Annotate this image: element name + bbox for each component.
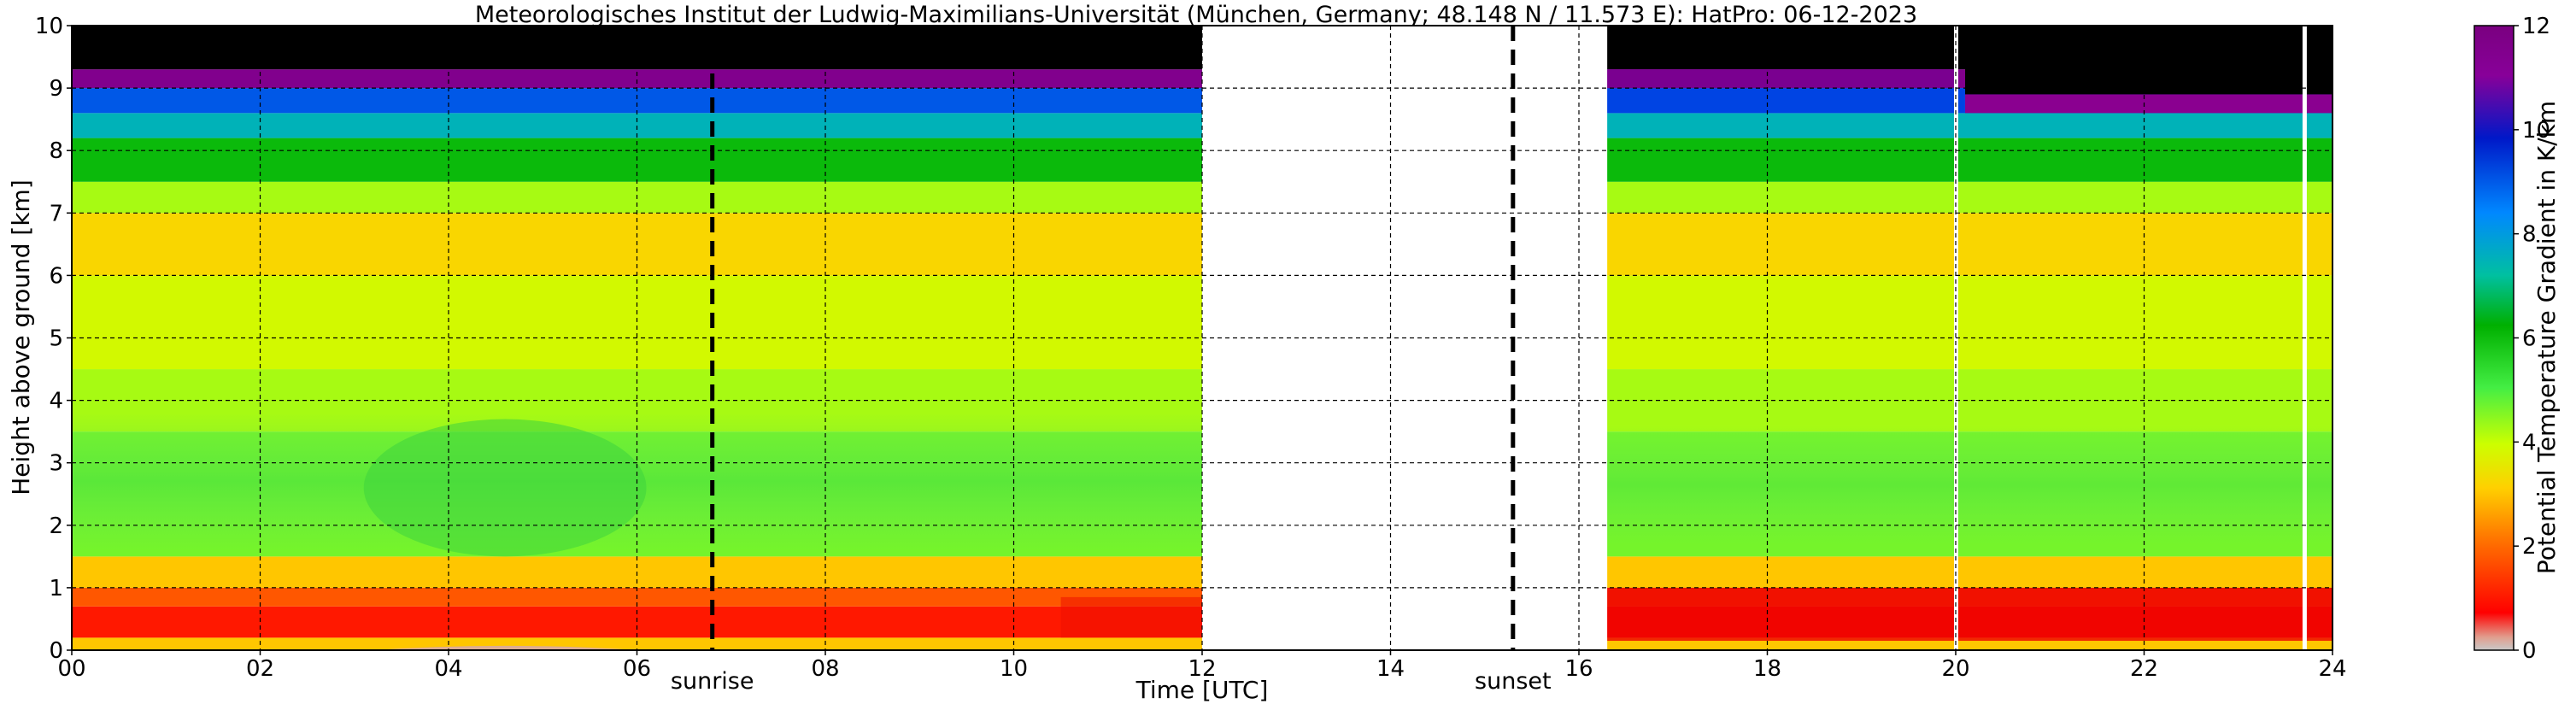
x-tick-label: 12 [1188, 656, 1216, 682]
colorbar-tick-label: 6 [2522, 326, 2537, 352]
chart-title: Meteorologisches Institut der Ludwig-Max… [475, 2, 1917, 28]
grid-lines [72, 26, 2332, 650]
upper-layer-texture [1965, 94, 2332, 114]
heatmap-band [1607, 369, 2332, 432]
colorbar-tick-label: 10 [2522, 118, 2550, 144]
surface-inversion-texture [1607, 587, 2332, 642]
heatmap-band [72, 26, 1202, 70]
y-tick-label: 5 [49, 326, 63, 352]
x-tick-label: 20 [1941, 656, 1969, 682]
x-tick-label: 16 [1564, 656, 1593, 682]
y-tick-label: 3 [49, 451, 63, 477]
y-tick-label: 10 [35, 14, 63, 39]
green-layer-texture [1607, 425, 2332, 544]
marker-label-sunset: sunset [1475, 668, 1552, 695]
heatmap-band [1607, 138, 2332, 182]
y-tick-label: 4 [49, 389, 63, 414]
plot-area: sunrise sunset [71, 25, 2333, 695]
green-patch-texture [363, 419, 647, 557]
y-tick-label: 7 [49, 201, 63, 226]
x-tick-label: 24 [2318, 656, 2346, 682]
colorbar-label: Potential Temperature Gradient in K/km [2532, 101, 2561, 574]
x-tick-label: 22 [2130, 656, 2158, 682]
surface-inversion-texture [1060, 596, 1202, 638]
y-tick-label: 0 [49, 638, 63, 664]
x-tick-label: 00 [57, 656, 85, 682]
colorbar-tick-label: 4 [2522, 430, 2537, 455]
heatmap-band [1607, 181, 2332, 214]
marker-label-sunrise: sunrise [671, 668, 754, 695]
colorbar-ticks: 0 2 4 6 8 10 12 [2514, 14, 2550, 664]
colorbar-tick-label: 0 [2522, 638, 2537, 664]
x-axis-ticks: 00 02 04 06 08 10 12 14 16 18 20 22 24 [57, 650, 2347, 682]
heatmap-band [72, 69, 1202, 89]
x-tick-label: 10 [1000, 656, 1028, 682]
y-axis-label: Height above ground [km] [7, 179, 35, 496]
y-tick-label: 8 [49, 138, 63, 164]
y-axis-ticks: 0 1 2 3 4 5 6 7 8 9 10 [35, 14, 72, 664]
y-tick-label: 9 [49, 76, 63, 102]
y-tick-label: 1 [49, 576, 63, 601]
heatmap-band [1607, 275, 2332, 370]
heatmap-band [1607, 213, 2332, 276]
colorbar: 0 2 4 6 8 10 12 Potential Temperature Gradient… [2473, 14, 2561, 664]
x-tick-label: 04 [434, 656, 462, 682]
x-tick-label: 06 [623, 656, 651, 682]
colorbar-tick-label: 12 [2522, 14, 2550, 39]
colorbar-tick-label: 2 [2522, 534, 2537, 560]
x-tick-label: 02 [246, 656, 274, 682]
y-tick-label: 2 [49, 513, 63, 539]
x-axis-label: Time [UTC] [1135, 676, 1269, 704]
colorbar-gradient [2473, 25, 2514, 651]
x-tick-label: 14 [1376, 656, 1405, 682]
upper-layer-texture [1965, 26, 2332, 95]
heatmap-band [1607, 556, 2332, 588]
sun-markers: sunrise sunset [671, 26, 1552, 695]
x-tick-label: 18 [1753, 656, 1781, 682]
heatmap-band [72, 88, 1202, 114]
colorbar-tick-label: 8 [2522, 222, 2537, 248]
surface-patch-texture [373, 645, 637, 650]
upper-layer-texture [1607, 69, 1956, 89]
x-tick-label: 08 [811, 656, 839, 682]
heatmap-band [1607, 113, 2332, 138]
y-tick-label: 6 [49, 263, 63, 289]
